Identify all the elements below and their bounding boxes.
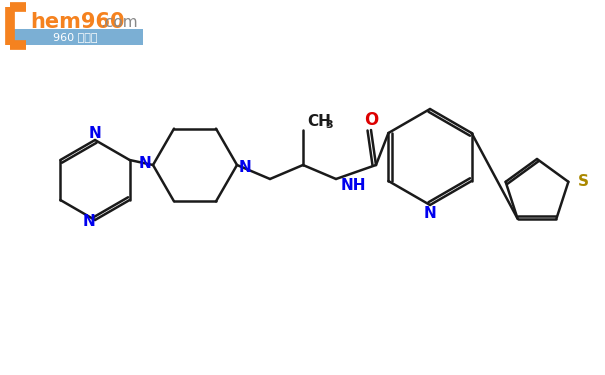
Text: 3: 3 <box>325 120 333 130</box>
Text: N: N <box>83 214 96 230</box>
Text: .com: .com <box>100 15 137 30</box>
Text: CH: CH <box>307 114 331 129</box>
Text: 960 化工网: 960 化工网 <box>53 32 97 42</box>
Text: N: N <box>424 207 436 222</box>
Text: S: S <box>577 174 589 189</box>
Text: hem960: hem960 <box>30 12 125 32</box>
Text: N: N <box>139 156 151 171</box>
Text: N: N <box>88 126 102 141</box>
Text: NH: NH <box>341 178 367 194</box>
Text: N: N <box>238 159 251 174</box>
Bar <box>8 29 143 45</box>
Text: O: O <box>364 111 378 129</box>
